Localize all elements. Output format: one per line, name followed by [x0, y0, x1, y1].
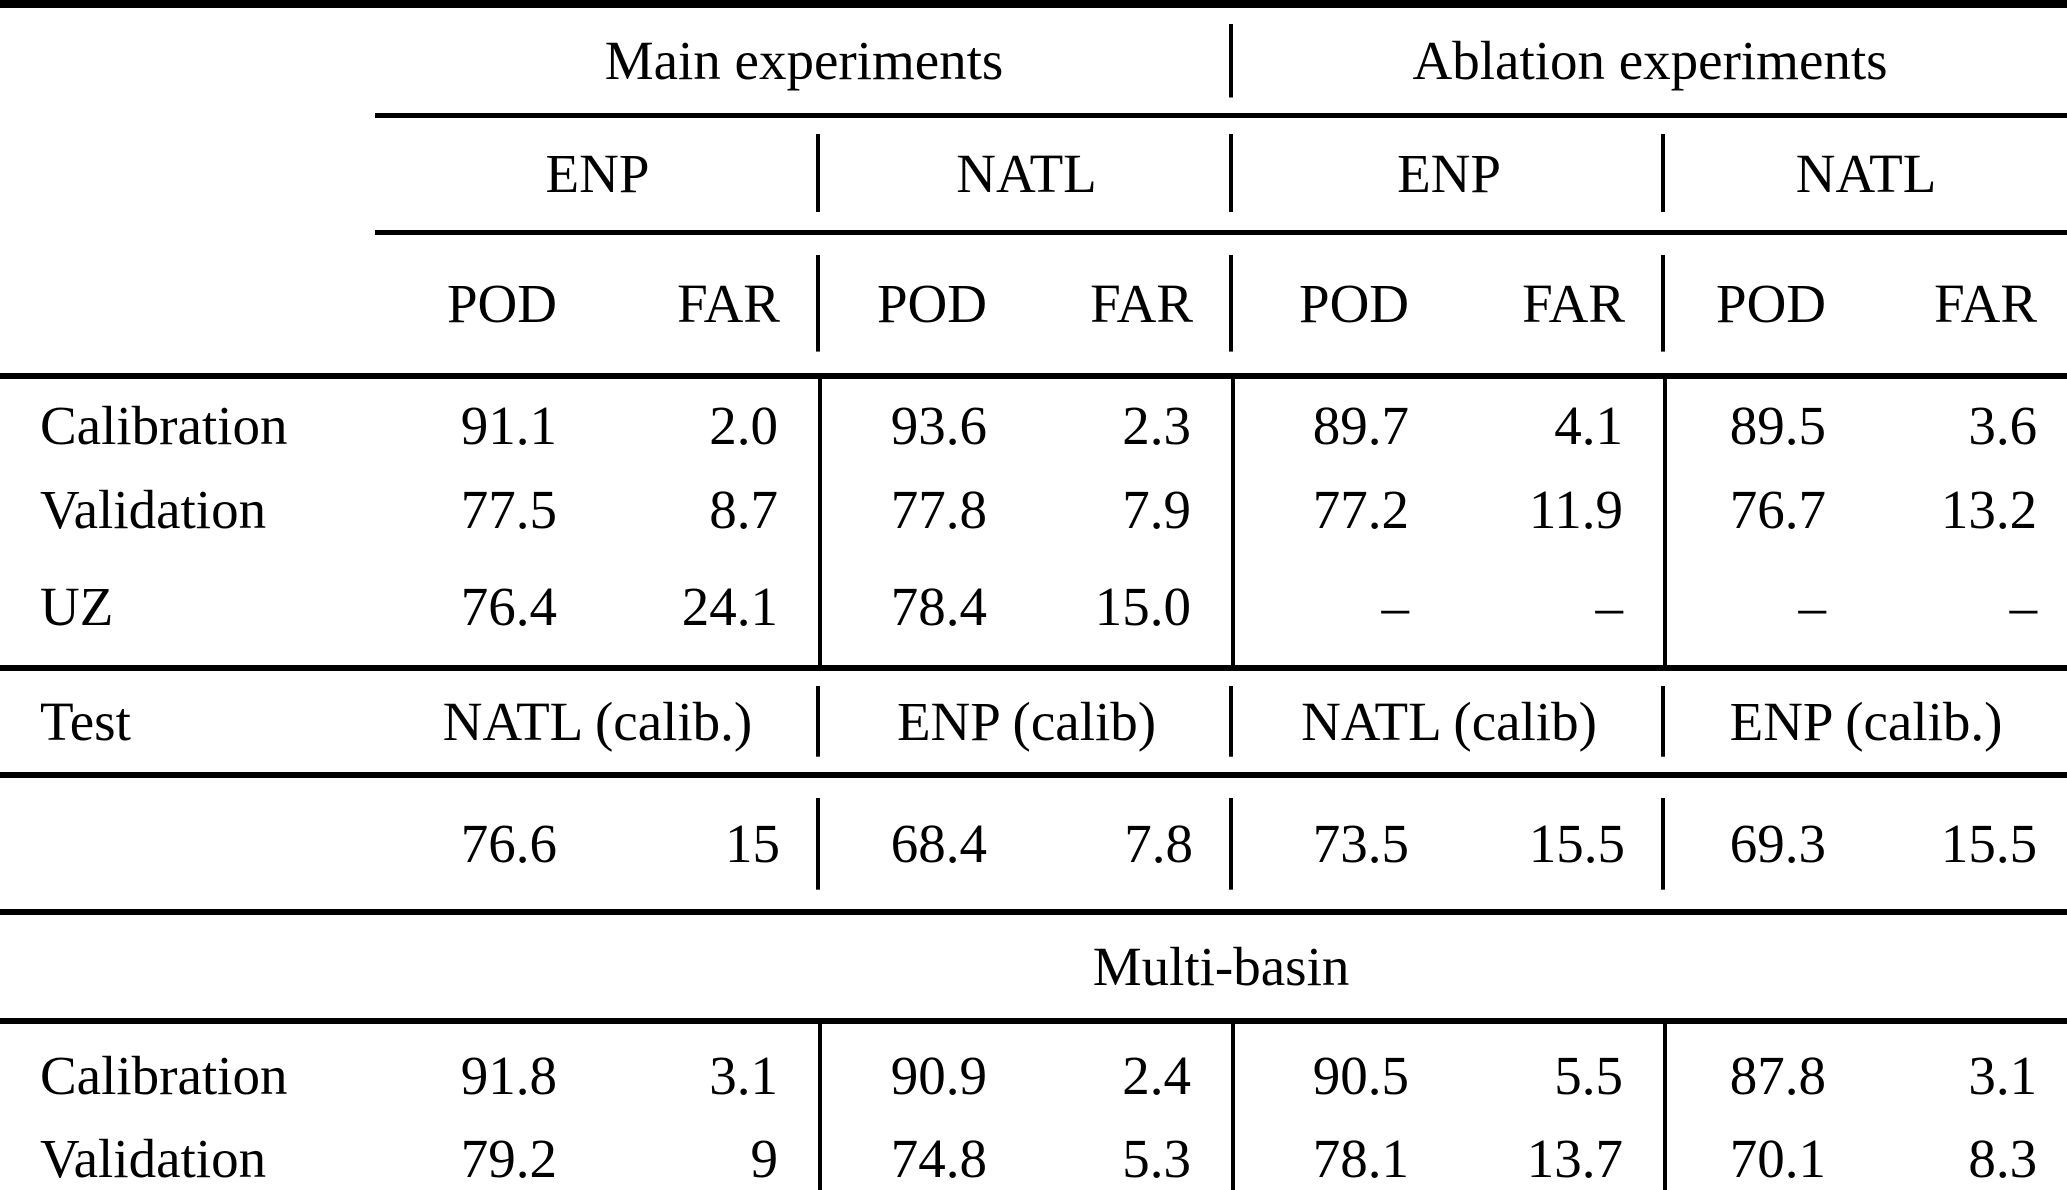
row-label: Calibration — [40, 394, 288, 456]
data-cell: 13.2 — [1940, 478, 2038, 540]
row-label: Validation — [40, 478, 267, 540]
row-label-test: Test — [0, 668, 375, 778]
table-row-calibration: Calibration 91.8 3.1 90.9 2.4 90.5 5.5 8… — [0, 1021, 2067, 1126]
data-cell: 89.5 — [1729, 394, 1827, 456]
data-cell: 76.7 — [1729, 478, 1827, 540]
data-cell: 77.5 — [460, 478, 557, 540]
data-cell: 87.8 — [1729, 1044, 1827, 1106]
data-cell: – — [1449, 547, 1668, 671]
data-cell: 3.1 — [597, 1021, 822, 1126]
table-row-validation: Validation 77.5 8.7 77.8 7.9 77.2 11.9 7… — [0, 471, 2067, 547]
data-cell: 24.1 — [597, 547, 822, 671]
data-cell: 5.5 — [1449, 1021, 1668, 1126]
group-header-main-experiments: Main experiments — [375, 0, 1234, 118]
empty-cell — [0, 115, 375, 232]
data-cell: 70.1 — [1665, 1126, 1867, 1190]
data-cell: 15.5 — [1866, 775, 2067, 915]
data-cell: 13.7 — [1449, 1126, 1668, 1190]
row-label: Calibration — [40, 1044, 288, 1106]
data-cell: 79.2 — [375, 1126, 597, 1190]
data-cell: 3.1 — [1968, 1044, 2038, 1106]
data-cell: – — [1665, 547, 1867, 671]
data-cell: 7.8 — [1027, 775, 1234, 915]
data-cell: 76.4 — [375, 547, 597, 671]
data-cell: 90.9 — [890, 1044, 987, 1106]
empty-cell — [0, 232, 375, 379]
data-cell: 11.9 — [1449, 471, 1668, 547]
metric-header-pod: POD — [1665, 232, 1867, 379]
metric-header-far: FAR — [1449, 232, 1666, 379]
data-cell: 77.2 — [1312, 478, 1410, 540]
metric-header-row: POD FAR POD FAR POD FAR POD FAR — [0, 232, 2067, 379]
data-cell: 9 — [597, 1126, 822, 1190]
data-cell: 74.8 — [820, 1126, 1027, 1190]
data-cell: 68.4 — [820, 775, 1027, 915]
data-cell: 76.6 — [375, 775, 597, 915]
basin-header-enp-main: ENP — [375, 115, 820, 235]
table-row-uz: UZ 76.4 24.1 78.4 15.0 – – – – — [0, 547, 2067, 671]
data-cell: 78.1 — [1233, 1126, 1450, 1190]
data-cell: 73.5 — [1233, 775, 1450, 915]
data-cell: 2.3 — [1027, 376, 1236, 471]
data-cell: 77.8 — [890, 478, 987, 540]
data-cell: 91.1 — [460, 394, 557, 456]
metric-header-far: FAR — [1866, 232, 2067, 379]
data-cell: 2.4 — [1027, 1021, 1236, 1126]
metric-header-pod: POD — [1233, 232, 1450, 379]
metric-header-far: FAR — [1027, 232, 1234, 379]
data-cell: 2.0 — [597, 376, 822, 471]
data-cell: 90.5 — [1312, 1044, 1410, 1106]
data-cell: 15 — [597, 775, 820, 915]
row-label: Validation — [0, 1126, 375, 1190]
data-cell: 4.1 — [1449, 376, 1668, 471]
metric-header-far: FAR — [597, 232, 820, 379]
test-span-natl-calib: NATL (calib) — [1233, 668, 1666, 778]
data-cell: 69.3 — [1665, 775, 1867, 915]
empty-cell — [0, 912, 375, 1024]
data-cell: 8.7 — [597, 471, 822, 547]
data-cell: 15.0 — [1027, 547, 1236, 671]
data-cell: 5.3 — [1027, 1126, 1236, 1190]
empty-cell — [0, 775, 375, 915]
section-header-multi-basin: Multi-basin — [375, 912, 2067, 1024]
basin-header-row: ENP NATL ENP NATL — [0, 115, 2067, 235]
group-header-row: Main experiments Ablation experiments — [0, 0, 2067, 118]
table-row-calibration: Calibration 91.1 2.0 93.6 2.3 89.7 4.1 8… — [0, 376, 2067, 471]
row-label: UZ — [0, 547, 375, 671]
data-cell: – — [1866, 547, 2067, 671]
test-header-row: Test NATL (calib.) ENP (calib) NATL (cal… — [0, 668, 2067, 778]
data-cell: 8.3 — [1866, 1126, 2067, 1190]
table-row-validation: Validation 79.2 9 74.8 5.3 78.1 13.7 70.… — [0, 1126, 2067, 1190]
data-cell: 91.8 — [460, 1044, 557, 1106]
basin-header-natl-ablation: NATL — [1665, 115, 2067, 235]
test-span-natl-calib: NATL (calib.) — [375, 668, 820, 778]
test-span-enp-calib: ENP (calib) — [820, 668, 1234, 778]
data-cell: 89.7 — [1312, 394, 1410, 456]
test-values-row: 76.6 15 68.4 7.8 73.5 15.5 69.3 15.5 — [0, 775, 2067, 915]
metric-header-pod: POD — [820, 232, 1027, 379]
data-cell: 3.6 — [1968, 394, 2038, 456]
group-header-ablation-experiments: Ablation experiments — [1233, 0, 2067, 118]
section-header-row: Multi-basin — [0, 912, 2067, 1024]
data-cell: 93.6 — [890, 394, 987, 456]
empty-cell — [0, 0, 375, 115]
basin-header-enp-ablation: ENP — [1233, 115, 1666, 235]
basin-header-natl-main: NATL — [820, 115, 1234, 235]
data-cell: 15.5 — [1449, 775, 1666, 915]
test-span-enp-calib: ENP (calib.) — [1665, 668, 2067, 778]
data-cell: – — [1233, 547, 1450, 671]
data-cell: 78.4 — [820, 547, 1027, 671]
metric-header-pod: POD — [375, 232, 597, 379]
data-cell: 7.9 — [1027, 471, 1236, 547]
